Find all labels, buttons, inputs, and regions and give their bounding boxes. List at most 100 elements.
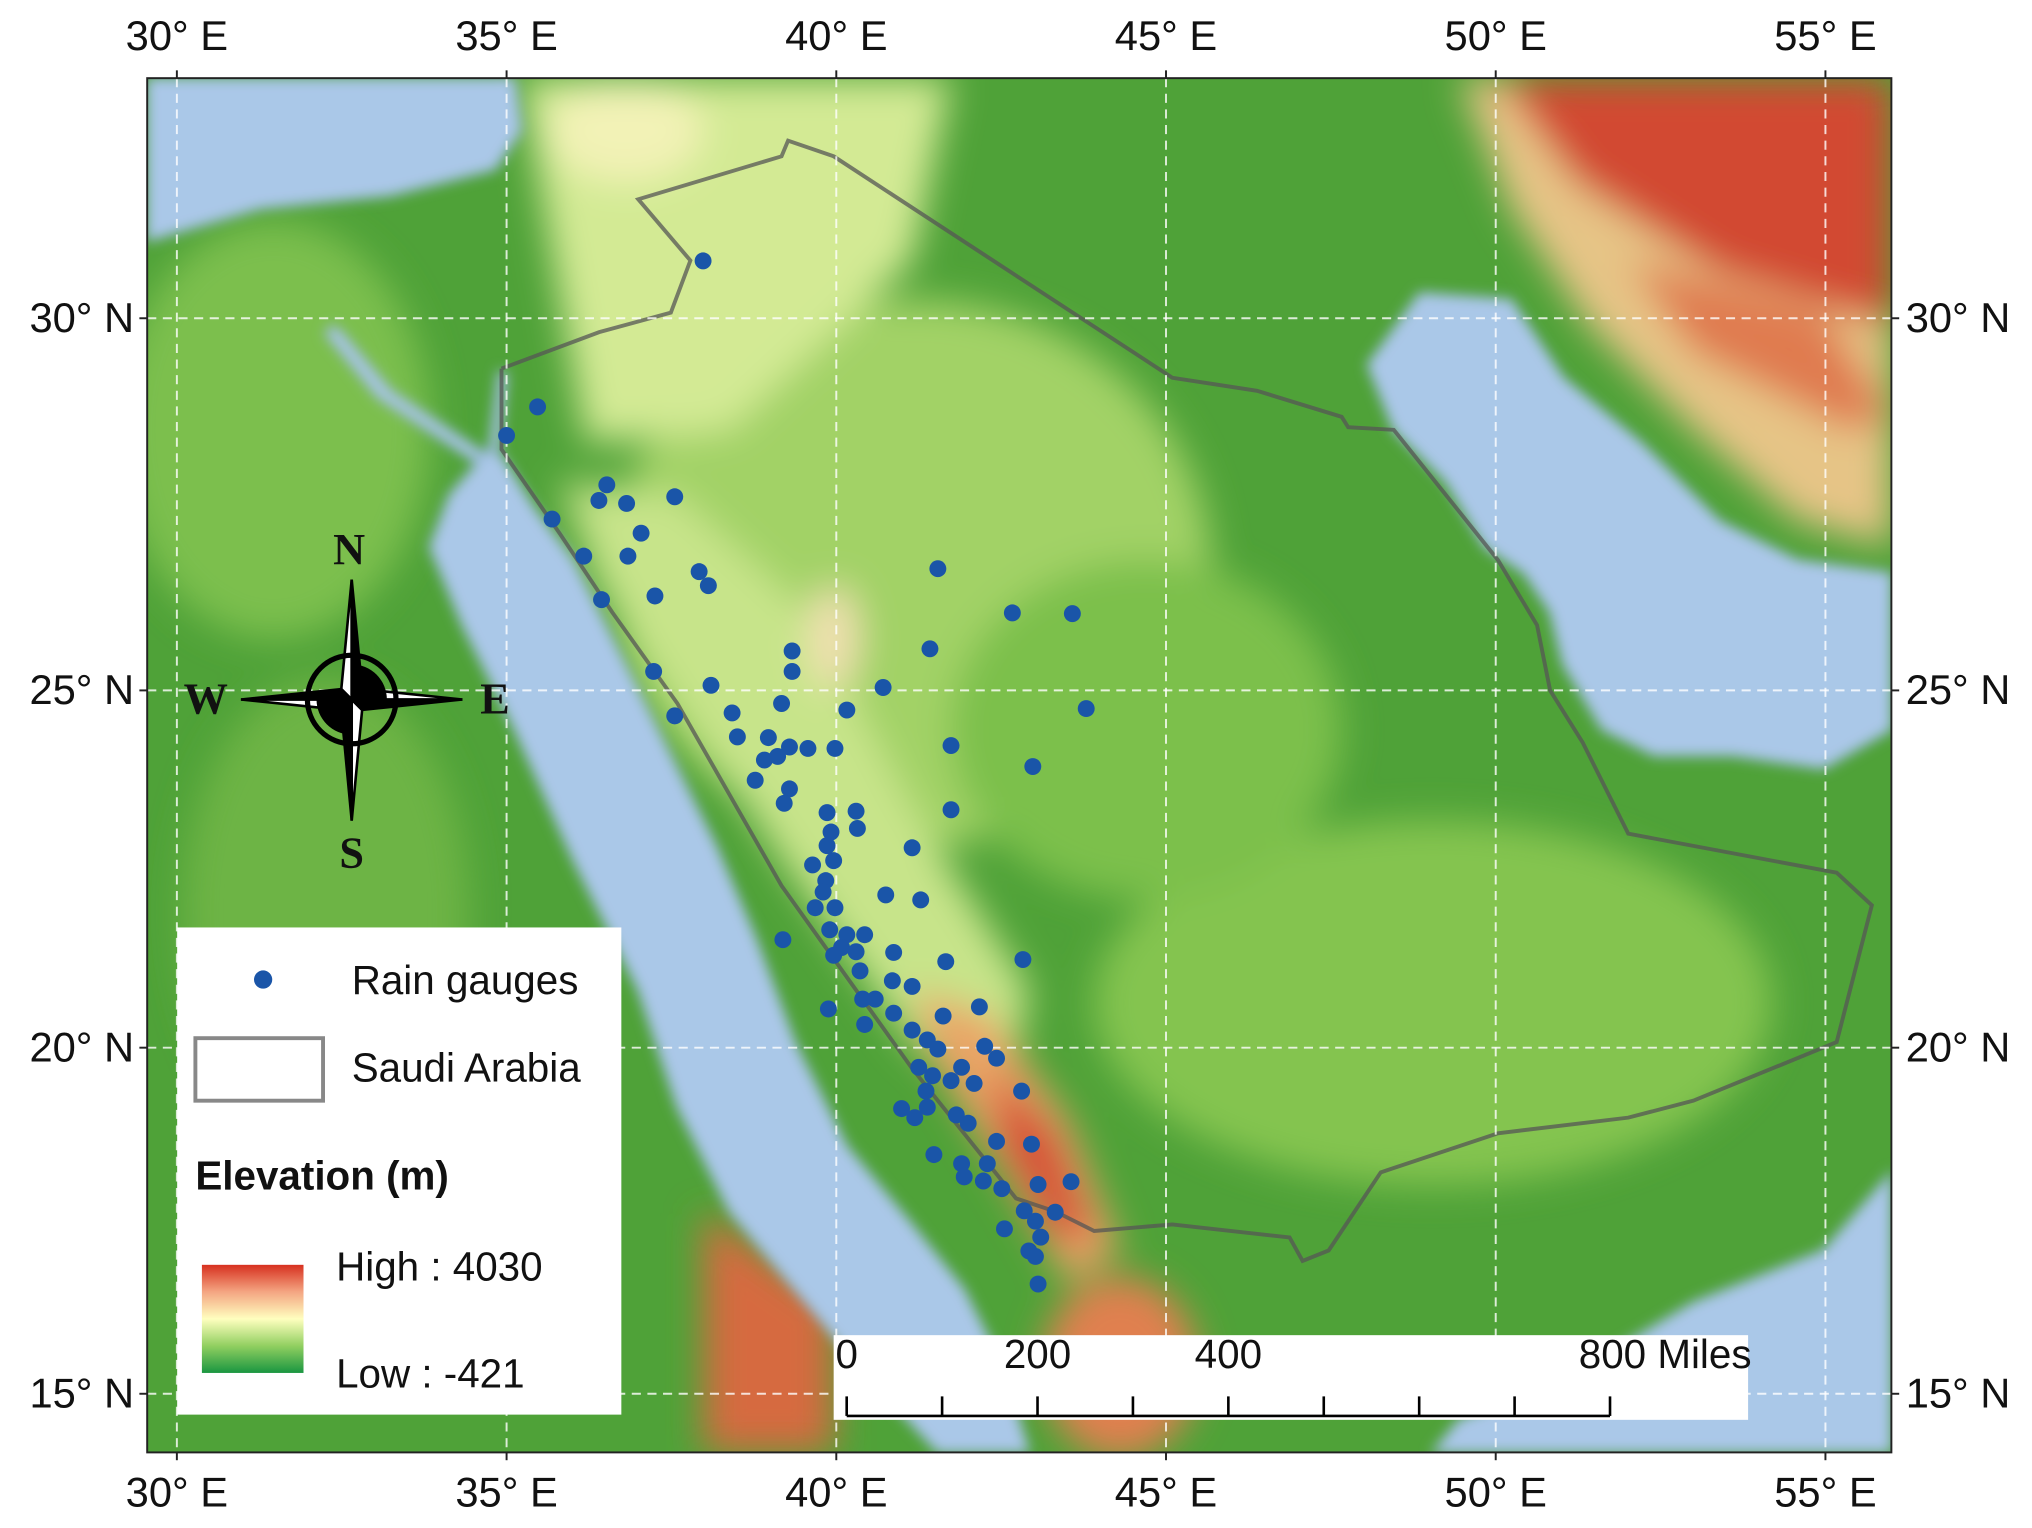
rain-gauge xyxy=(781,780,798,798)
rain-gauge xyxy=(953,1155,971,1173)
lon-label-bottom: 55° E xyxy=(1774,1468,1876,1515)
rain-gauge xyxy=(826,899,844,917)
rain-gauge xyxy=(838,926,856,944)
rain-gauge xyxy=(947,1106,965,1124)
tick-labels: 30° E 30° E 35° E 35° E 40° E 40° E 45° E 45° E… xyxy=(29,12,2010,1515)
scale-bar-box xyxy=(833,1335,1749,1420)
rain-gauge xyxy=(942,737,960,755)
saudi-border xyxy=(499,138,1875,1264)
elevation-ramp xyxy=(201,1264,304,1373)
rain-gauge xyxy=(529,398,547,416)
lat-label-right: 15° N xyxy=(1906,1369,2011,1416)
rain-gauge xyxy=(783,662,801,680)
rain-gauge xyxy=(799,739,817,757)
legend: Rain gauges Saudi Arabia Elevation (m) H… xyxy=(177,927,622,1415)
legend-elevation-title: Elevation (m) xyxy=(195,1153,449,1199)
rain-gauge xyxy=(847,943,865,961)
rain-gauge xyxy=(856,926,874,944)
compass-e: E xyxy=(480,675,510,724)
rain-gauge xyxy=(775,794,793,812)
rain-gauge xyxy=(498,426,516,444)
lat-label-right: 20° N xyxy=(1906,1023,2011,1070)
rain-gauge xyxy=(883,972,901,990)
rain-gauge xyxy=(988,1049,1006,1067)
rain-gauge xyxy=(819,1000,837,1018)
lon-label-bottom: 40° E xyxy=(785,1468,887,1515)
rain-gauge xyxy=(893,1100,911,1118)
lon-label-top: 40° E xyxy=(785,12,887,59)
scale-bar-label: 0 xyxy=(835,1331,857,1377)
rain-gauge xyxy=(593,591,611,609)
lon-label-bottom: 45° E xyxy=(1115,1468,1217,1515)
rain-gauge xyxy=(885,1004,903,1022)
rain-gauge xyxy=(838,701,856,719)
rain-gauge xyxy=(769,747,787,765)
legend-boundary: Saudi Arabia xyxy=(352,1044,582,1090)
compass-s: S xyxy=(339,828,364,877)
rain-gauge xyxy=(783,642,801,660)
legend-gauges: Rain gauges xyxy=(352,957,579,1003)
rain-gauge xyxy=(746,771,764,789)
lat-label-right: 25° N xyxy=(1906,666,2011,713)
rain-gauge xyxy=(925,1146,943,1164)
lat-label-right: 30° N xyxy=(1906,294,2011,341)
lat-label-left: 25° N xyxy=(29,666,134,713)
rain-gauge xyxy=(1032,1228,1050,1246)
map-frame xyxy=(146,77,1893,1454)
rain-gauge xyxy=(1046,1203,1064,1221)
rain-gauge xyxy=(826,739,844,757)
lon-label-bottom: 35° E xyxy=(455,1468,557,1515)
rain-gauge xyxy=(854,990,872,1008)
rain-gauge xyxy=(929,1040,947,1058)
lon-label-bottom: 30° E xyxy=(126,1468,228,1515)
rain-gauge xyxy=(929,560,947,578)
rain-gauge xyxy=(965,1074,983,1092)
rain-gauge xyxy=(937,953,955,971)
rain-gauges xyxy=(498,252,1095,1293)
rain-gauge xyxy=(590,492,608,509)
rain-gauge xyxy=(825,852,843,870)
rain-gauge xyxy=(1013,1082,1031,1100)
rain-gauge xyxy=(666,488,684,506)
rain-gauge xyxy=(1062,1173,1080,1191)
rain-gauge xyxy=(759,729,777,747)
rain-gauge xyxy=(645,662,663,680)
rain-gauge xyxy=(825,946,843,964)
rain-gauge xyxy=(1015,1202,1033,1220)
rain-gauge xyxy=(885,943,903,961)
rain-gauge xyxy=(821,921,839,939)
scale-bar-label: 800 Miles xyxy=(1579,1331,1752,1377)
rain-gauge xyxy=(818,804,836,822)
rain-gauge xyxy=(924,1067,942,1085)
rain-gauge xyxy=(942,1072,960,1090)
terrain xyxy=(147,78,1892,1453)
legend-low: Low : -421 xyxy=(336,1351,525,1397)
rain-gauge xyxy=(646,587,664,605)
rain-gauge xyxy=(728,728,746,746)
lon-label-top: 50° E xyxy=(1445,12,1547,59)
lon-label-top: 55° E xyxy=(1774,12,1876,59)
rain-gauge xyxy=(959,1114,977,1132)
rain-gauge xyxy=(917,1082,935,1100)
rain-gauge xyxy=(974,1172,992,1190)
rain-gauge xyxy=(995,1220,1013,1238)
rain-gauge xyxy=(806,899,824,917)
compass-w: W xyxy=(184,675,228,724)
rain-gauge xyxy=(921,640,939,658)
rain-gauge xyxy=(694,252,712,270)
rain-gauge xyxy=(723,704,741,722)
rain-gauge xyxy=(1003,604,1021,622)
rain-gauge xyxy=(818,837,836,855)
rain-gauge xyxy=(781,738,798,756)
rain-gauge xyxy=(978,1155,996,1173)
rain-gauge xyxy=(1024,758,1042,775)
rain-gauge xyxy=(804,856,822,874)
scale-bar: 0 200 400 800 Miles xyxy=(833,1331,1752,1420)
rain-gauge xyxy=(690,563,708,581)
rain-gauge xyxy=(856,1016,874,1033)
rain-gauge xyxy=(619,547,637,565)
rain-gauge xyxy=(1014,951,1032,969)
rain-gauge xyxy=(814,883,832,901)
rain-gauge xyxy=(702,676,720,694)
